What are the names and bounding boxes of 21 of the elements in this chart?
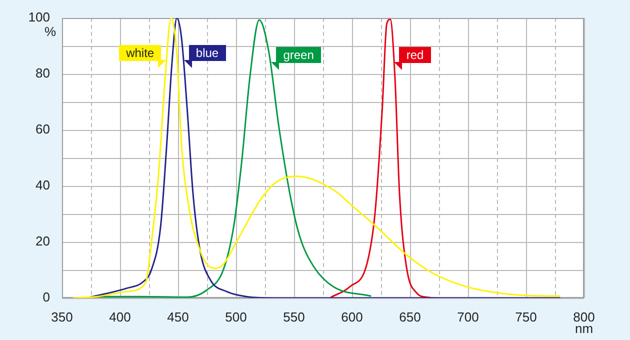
x-tick-label: 700	[457, 309, 479, 324]
y-tick-label: 40	[36, 178, 50, 193]
line-series	[330, 18, 439, 298]
y-tick-label: 100	[28, 10, 50, 25]
x-tick-label: 500	[225, 309, 247, 324]
x-tick-label: 400	[109, 309, 131, 324]
series-label: white	[119, 45, 162, 62]
x-tick-label: 350	[51, 309, 73, 324]
series-label: green	[276, 47, 321, 63]
x-tick-label: 550	[283, 309, 305, 324]
y-tick-label: 80	[36, 66, 50, 81]
y-axis-title: %	[44, 24, 56, 40]
y-tick-label: 0	[42, 290, 50, 305]
x-tick-label: 600	[341, 309, 363, 324]
series-label: red	[399, 46, 431, 63]
x-tick-label: 750	[515, 309, 537, 324]
y-tick-label: 60	[36, 122, 50, 137]
x-tick-label: 650	[399, 309, 421, 324]
x-tick-label: 450	[167, 309, 189, 324]
y-tick-label: 20	[36, 234, 50, 249]
series-label: blue	[188, 45, 226, 62]
